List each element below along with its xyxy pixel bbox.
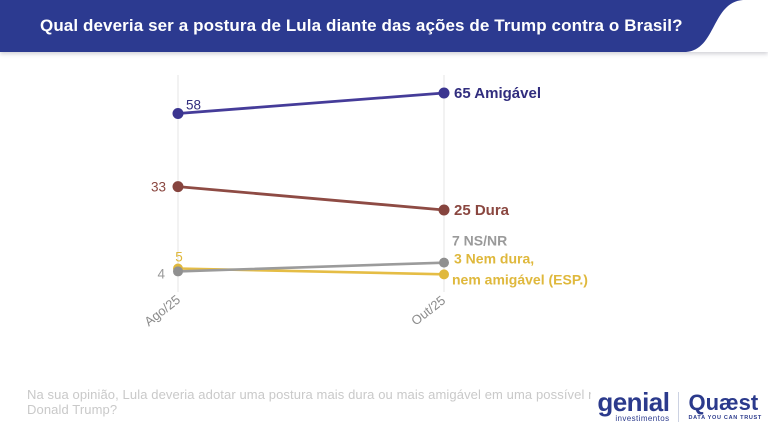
series-end-label: 65 Amigável: [454, 85, 541, 102]
series-end-label: 3 Nem dura,: [454, 250, 534, 266]
logos: genial investimentos Quæst DATA YOU CAN …: [591, 386, 762, 428]
survey-question: Na sua opinião, Lula deveria adotar uma …: [27, 387, 661, 417]
x-axis-label: Out/25: [408, 293, 448, 329]
series-start-value-label: 4: [157, 266, 165, 281]
quaest-logo-text: Quæst: [688, 390, 759, 415]
series-end-label-line2: nem amigável (ESP.): [452, 271, 588, 287]
genial-logo: genial investimentos: [597, 387, 670, 423]
data-point: [172, 107, 184, 119]
logo-divider: [678, 392, 680, 422]
data-point: [172, 181, 184, 193]
x-axis-label: Ago/25: [141, 292, 183, 329]
series-end-label: 7 NS/NR: [452, 233, 507, 249]
series-line: [176, 91, 446, 115]
slope-chart: Ago/25 Out/25 58 65 Amigável 33 25 Dura 5 3 Nem…: [141, 75, 588, 329]
series-line: [176, 185, 446, 212]
question-title: Qual deveria ser a postura de Lula diant…: [40, 16, 683, 35]
data-point: [438, 87, 450, 99]
chart-area: Ago/25 Out/25 58 65 Amigável 33 25 Dura 5 3 Nem…: [0, 52, 768, 382]
series-start-value-label: 33: [151, 180, 166, 195]
series-end-label: 25 Dura: [454, 202, 510, 219]
banner-curve-decoration: [686, 0, 768, 52]
quaest-logo: Quæst DATA YOU CAN TRUST: [688, 390, 762, 422]
series-start-value-label: 5: [175, 250, 183, 265]
genial-logo-subtext: investimentos: [615, 414, 670, 423]
question-banner: Qual deveria ser a postura de Lula diant…: [0, 0, 768, 52]
series-start-value-label: 58: [186, 97, 201, 112]
genial-logo-text: genial: [597, 387, 670, 417]
quaest-logo-tagline: DATA YOU CAN TRUST: [688, 415, 762, 421]
data-point: [173, 266, 183, 277]
series-line: [176, 261, 446, 273]
data-point: [439, 269, 449, 280]
data-point: [438, 204, 450, 216]
data-point: [439, 257, 449, 268]
